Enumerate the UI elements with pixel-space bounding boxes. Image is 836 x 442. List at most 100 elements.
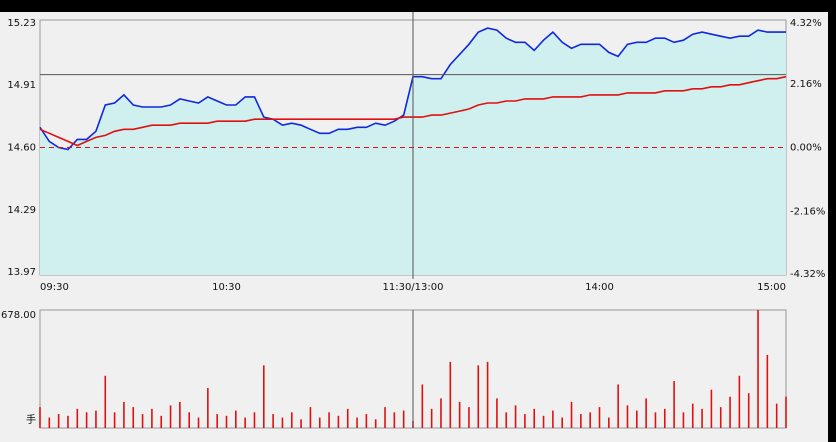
volume-bar xyxy=(468,407,470,428)
volume-bar xyxy=(76,408,79,428)
volume-bar xyxy=(290,412,293,428)
y-tick-label: 14.91 xyxy=(7,80,36,91)
volume-bar xyxy=(542,415,545,428)
volume-bar xyxy=(608,417,610,428)
volume-bar xyxy=(104,375,107,428)
volume-bar xyxy=(188,412,190,428)
volume-bar xyxy=(570,401,573,428)
volume-bar xyxy=(710,389,713,428)
y2-tick-label: -4.32% xyxy=(790,269,825,280)
volume-bar xyxy=(318,417,321,428)
y-tick-label: 15.23 xyxy=(7,18,36,29)
x-tick-label: 10:30 xyxy=(212,282,241,293)
x-tick-label: 09:30 xyxy=(40,282,69,293)
volume-bar xyxy=(673,381,675,428)
volume-bar xyxy=(701,408,703,428)
volume-bar xyxy=(263,365,265,428)
volume-bar xyxy=(477,365,480,428)
volume-bar xyxy=(449,361,452,428)
volume-bar xyxy=(430,408,433,428)
volume-bar xyxy=(197,417,200,428)
volume-bar xyxy=(356,417,358,428)
unit-label: 手 xyxy=(26,413,36,426)
volume-bar xyxy=(253,412,256,428)
volume-bar xyxy=(636,410,638,428)
volume-bar xyxy=(580,414,582,428)
volume-bar xyxy=(663,408,666,428)
y-tick-label: 14.29 xyxy=(7,205,36,216)
volume-bar xyxy=(524,414,526,428)
volume-bar xyxy=(85,412,88,428)
volume-bar xyxy=(374,419,377,428)
volume-bar xyxy=(645,398,647,428)
volume-bar xyxy=(458,401,461,428)
volume-bar xyxy=(179,401,181,428)
volume-bar xyxy=(757,310,759,428)
volume-bar xyxy=(505,412,508,428)
volume-bar xyxy=(719,407,722,428)
volume-bar xyxy=(393,412,396,428)
volume-bar xyxy=(244,417,246,428)
volume-bar xyxy=(486,361,489,428)
y2-tick-label: 2.16% xyxy=(790,79,822,90)
volume-bar xyxy=(514,405,517,428)
volume-bar xyxy=(328,412,330,428)
volume-bar xyxy=(402,410,405,428)
volume-bar xyxy=(95,410,97,428)
y-tick-label: 14.60 xyxy=(7,143,36,154)
volume-bar xyxy=(561,417,563,428)
volume-bar xyxy=(151,408,153,428)
volume-bar xyxy=(384,407,386,428)
volume-bar xyxy=(141,414,144,428)
volume-bar xyxy=(169,405,172,428)
volume-bar xyxy=(123,401,125,428)
y2-tick-label: 4.32% xyxy=(790,18,822,29)
volume-bar xyxy=(67,415,69,428)
volume-bar xyxy=(365,414,368,428)
volume-bar xyxy=(216,414,218,428)
volume-bar xyxy=(160,415,163,428)
volume-bar xyxy=(57,414,60,428)
volume-bar xyxy=(440,398,442,428)
volume-bar xyxy=(272,414,274,428)
volume-bar xyxy=(589,412,591,428)
volume-bar xyxy=(598,407,601,428)
volume-bar xyxy=(747,393,750,428)
volume-panel: 678.00 手 xyxy=(1,309,787,429)
volume-bar xyxy=(235,410,237,428)
volume-bar xyxy=(421,384,424,428)
x-tick-label: 15:00 xyxy=(757,282,786,293)
volume-bar xyxy=(132,407,135,428)
y2-tick-label: 0.00% xyxy=(790,143,822,154)
volume-bar xyxy=(39,407,41,428)
volume-bar xyxy=(617,384,619,428)
volume-bar xyxy=(337,415,340,428)
volume-bar xyxy=(309,407,312,428)
volume-bar xyxy=(496,398,498,428)
volume-bar xyxy=(626,405,629,428)
volume-bar xyxy=(48,417,51,428)
volume-bar xyxy=(738,375,741,428)
y-tick-label: 13.97 xyxy=(7,267,36,278)
volume-bar xyxy=(207,387,209,428)
x-tick-label: 11:30/13:00 xyxy=(382,282,443,293)
y2-tick-label: -2.16% xyxy=(790,206,825,217)
volume-bar xyxy=(300,419,302,428)
volume-bar xyxy=(729,396,731,428)
volume-bar xyxy=(533,408,536,428)
volume-bar xyxy=(552,410,554,428)
volume-bar xyxy=(654,412,657,428)
volume-bar xyxy=(346,408,349,428)
volume-bar xyxy=(775,403,778,428)
volume-bar xyxy=(113,412,116,428)
price-panel: 15.23 14.91 14.60 14.29 13.97 4.32% 2.16% 0.00%… xyxy=(7,12,825,293)
volume-bar xyxy=(766,354,769,428)
y-tick-label: 678.00 xyxy=(1,310,36,321)
volume-bar xyxy=(682,412,685,428)
volume-bar xyxy=(785,396,787,428)
volume-bar xyxy=(281,417,284,428)
volume-bar xyxy=(225,415,228,428)
x-tick-label: 14:00 xyxy=(585,282,614,293)
